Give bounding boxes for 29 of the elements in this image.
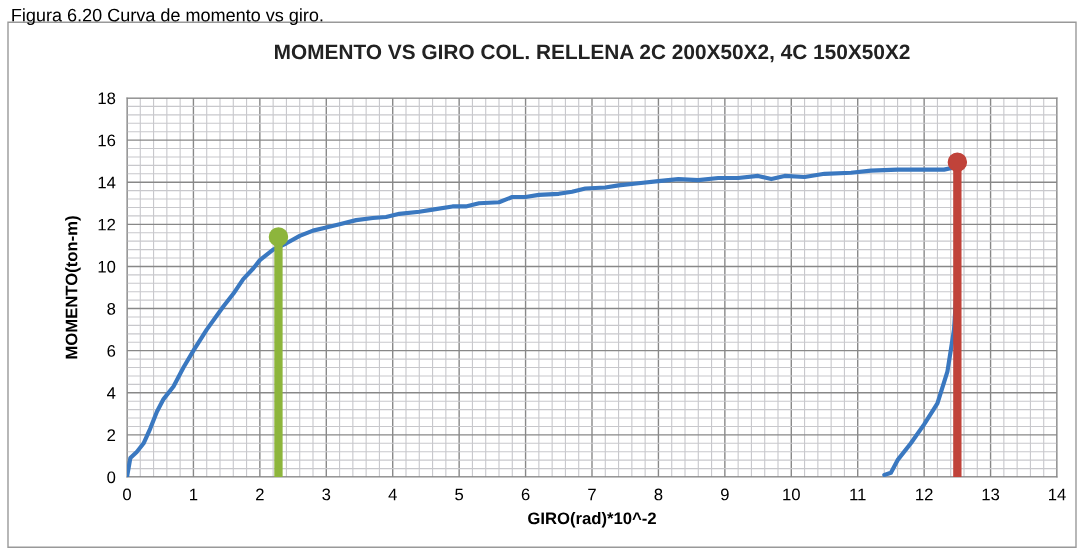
x-tick-label: 4 (388, 488, 397, 501)
x-tick-label: 3 (322, 488, 331, 501)
y-tick-label: 6 (107, 345, 116, 357)
x-tick-label: 13 (982, 488, 1000, 501)
x-tick-label: 1 (190, 488, 198, 501)
y-tick-label: 18 (98, 92, 116, 105)
x-tick-label: 0 (123, 488, 131, 501)
y-tick-label: 14 (98, 176, 116, 189)
x-tick-label: 12 (916, 488, 933, 501)
y-tick-label: 16 (98, 134, 116, 147)
x-axis-title: GIRO(rad)*10^-2 (528, 511, 656, 528)
text: Figura 6.20 Curva de momento vs giro. (12, 8, 323, 26)
y-tick-label: 4 (107, 387, 116, 399)
x-tick-label: 10 (783, 488, 800, 501)
x-tick-label: 9 (721, 488, 729, 501)
x-tick-label: 8 (654, 488, 663, 501)
y-tick-label: 12 (98, 218, 116, 231)
chart-title: MOMENTO VS GIRO COL. RELLENA 2C 200X50X2, 4C 150X50X2 (275, 44, 910, 63)
y-tick-label: 2 (107, 429, 116, 441)
y-axis-title: MOMENTO(ton-m) (65, 216, 81, 359)
y-tick-label: 10 (98, 260, 116, 273)
y-tick-label: 8 (107, 302, 116, 315)
x-tick-label: 7 (588, 488, 596, 501)
x-tick-label: 11 (850, 488, 866, 501)
x-tick-label: 2 (256, 488, 264, 501)
x-tick-label: 5 (455, 488, 464, 501)
x-tick-label: 6 (521, 488, 530, 501)
y-tick-label: 0 (107, 471, 116, 484)
x-tick-label: 14 (1049, 488, 1066, 501)
